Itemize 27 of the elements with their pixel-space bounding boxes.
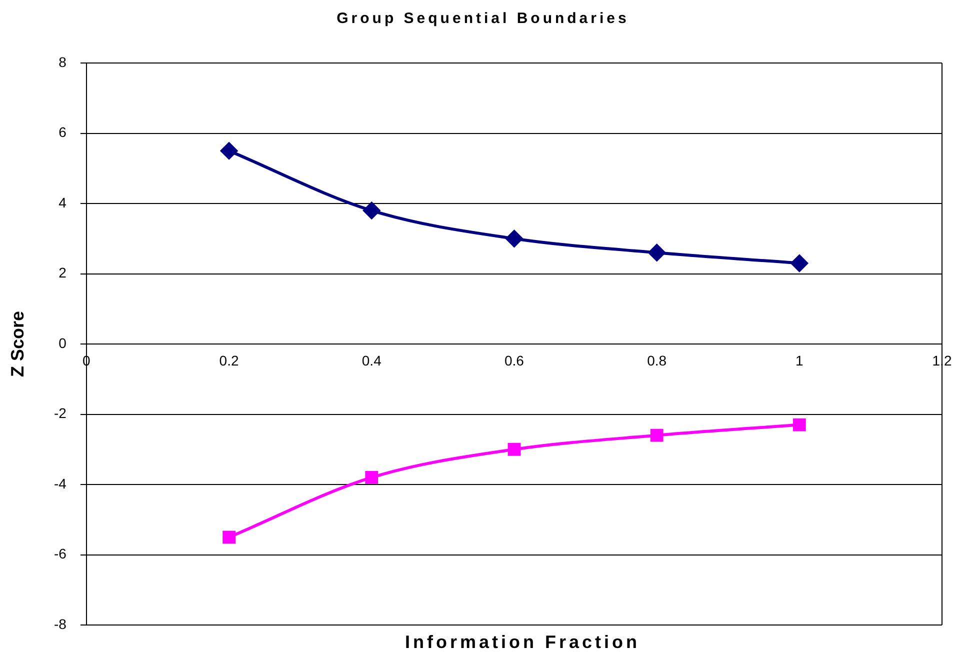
y-tick-label: -8 (54, 616, 67, 632)
x-tick-label: 0.4 (362, 352, 382, 368)
x-tick-label: 0.2 (219, 352, 239, 368)
point (508, 442, 521, 456)
chart-title: Group Sequential Boundaries (336, 10, 630, 27)
point (792, 418, 806, 432)
y-tick-label: -4 (54, 475, 67, 492)
y-tick-label: 0 (58, 334, 67, 351)
x-tick-label: 0.8 (647, 352, 667, 368)
point (365, 471, 378, 484)
point (790, 254, 808, 272)
point (363, 202, 380, 220)
x-tick-label: 1 (796, 352, 804, 368)
point (222, 530, 236, 544)
point (506, 230, 523, 248)
y-tick-label: 2 (58, 264, 67, 281)
y-tick-label: -2 (54, 405, 67, 422)
y-tick-label: -6 (54, 546, 67, 562)
point (650, 428, 664, 442)
y-tick-label: 6 (58, 124, 67, 140)
x-axis-title: Information Fraction (404, 632, 641, 653)
y-tick-label: 8 (58, 54, 67, 70)
point (648, 244, 666, 262)
x-tick-label: 0.6 (504, 352, 524, 368)
y-tick-label: 4 (58, 194, 67, 210)
y-axis-title: Z Score (8, 310, 28, 378)
point (220, 142, 238, 160)
